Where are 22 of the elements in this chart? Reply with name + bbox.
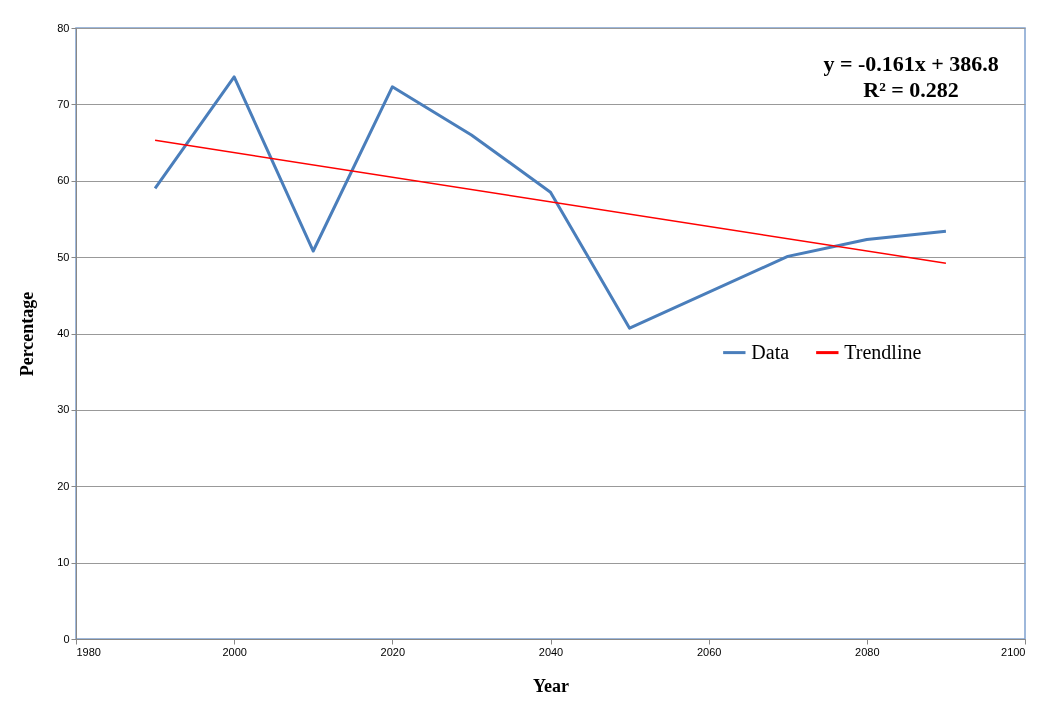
legend-label: Trendline	[844, 340, 922, 363]
annotation: y = -0.161x + 386.8	[823, 51, 999, 76]
x-tick-label: 2060	[696, 645, 722, 658]
y-tick-label: 70	[57, 97, 70, 110]
legend-label: Data	[751, 340, 790, 363]
y-tick-label: 40	[57, 327, 70, 339]
x-tick-label: 2020	[380, 645, 406, 658]
y-tick-label: 60	[57, 174, 70, 187]
y-tick-label: 30	[57, 403, 70, 416]
y-tick-label: 10	[57, 556, 70, 569]
x-tick-label: 2080	[855, 645, 880, 658]
x-tick-label: 2100	[1001, 645, 1026, 658]
x-axis-title: Year	[533, 675, 569, 696]
y-tick-label: 80	[57, 21, 70, 34]
y-tick-label: 50	[57, 250, 70, 263]
y-axis-title: Percentage	[17, 291, 38, 377]
annotation: R² = 0.282	[863, 77, 959, 102]
y-tick-label: 20	[57, 479, 70, 492]
y-tick-label: 0	[63, 632, 70, 645]
x-tick-label: 2040	[538, 645, 564, 658]
x-tick-label: 1980	[76, 645, 101, 658]
x-tick-label: 2000	[222, 645, 247, 658]
